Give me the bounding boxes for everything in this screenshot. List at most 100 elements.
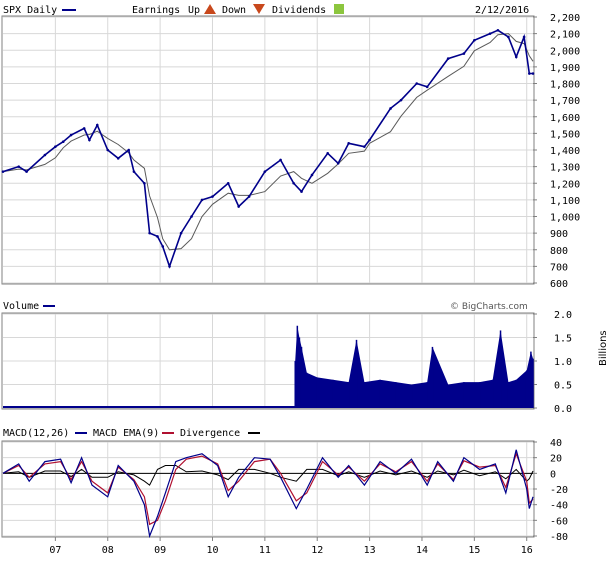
- price-point: [415, 82, 419, 85]
- price-point: [292, 181, 295, 185]
- price-point: [399, 98, 403, 102]
- price-tick-label: 2,200: [550, 13, 580, 24]
- price-point: [106, 148, 110, 152]
- volume-y-axis: 2.0 1.5 1.0 0.5 0.0: [533, 310, 572, 415]
- price-point: [211, 195, 214, 198]
- macd-grid: [3, 441, 533, 537]
- price-point: [200, 198, 204, 202]
- divergence-label: Divergence: [180, 428, 240, 439]
- price-tick-label: 1,900: [550, 63, 580, 74]
- price-tick-label: 1,800: [550, 80, 580, 91]
- chart-date: 2/12/2016: [475, 5, 529, 16]
- macd-tick-label: 40: [550, 438, 562, 449]
- price-point: [161, 245, 165, 248]
- volume-bars-area: [295, 325, 533, 408]
- price-point: [43, 153, 47, 157]
- price-point: [310, 173, 314, 177]
- price-point: [514, 55, 518, 59]
- volume-tick-label: 1.0: [554, 357, 572, 368]
- price-point: [179, 231, 183, 235]
- volume-title: Volume: [3, 301, 39, 312]
- price-tick-label: 1,300: [550, 163, 580, 174]
- price-tick-label: 800: [550, 246, 568, 257]
- price-tick-label: 2,000: [550, 46, 580, 57]
- earnings-down-icon: [253, 4, 265, 14]
- x-tick-label: 08: [102, 545, 114, 556]
- earnings-up-icon: [204, 4, 216, 14]
- macd-tick-label: 0: [550, 469, 556, 480]
- price-tick-label: 2,100: [550, 30, 580, 41]
- macd-tick-label: -20: [550, 485, 568, 496]
- price-point: [237, 205, 240, 208]
- x-tick-label: 11: [259, 545, 271, 556]
- volume-tick-label: 0.0: [554, 404, 572, 415]
- price-tick-label: 700: [550, 262, 568, 273]
- price-point: [363, 145, 366, 148]
- price-point: [279, 158, 282, 162]
- price-point: [347, 142, 350, 145]
- dividends-label: Dividends: [272, 5, 326, 16]
- price-point: [54, 145, 57, 148]
- price-point: [368, 138, 371, 142]
- x-axis: 07 08 09 10 11 12 13 14 15 16: [49, 537, 533, 556]
- x-tick-label: 09: [154, 545, 166, 556]
- x-tick-label: 14: [416, 545, 428, 556]
- price-tick-label: 1,200: [550, 179, 580, 190]
- price-point: [522, 35, 526, 39]
- price-tick-label: 1,400: [550, 146, 580, 157]
- price-point: [446, 57, 450, 60]
- price-point: [143, 181, 146, 185]
- price-tick-label: 1,000: [550, 213, 580, 224]
- volume-tick-label: 1.5: [554, 334, 572, 345]
- price-point: [190, 215, 193, 218]
- price-point: [263, 170, 267, 173]
- macd-line: [2, 449, 534, 539]
- up-label: Up: [188, 5, 200, 16]
- price-point: [116, 157, 120, 160]
- macd-label: MACD(12,26): [3, 428, 69, 439]
- price-point: [389, 107, 392, 110]
- price-tick-label: 1,700: [550, 96, 580, 107]
- price-point: [473, 38, 476, 42]
- earnings-label: Earnings: [132, 5, 180, 16]
- price-tick-label: 1,500: [550, 129, 580, 140]
- price-y-axis: 2,200 2,100 2,000 1,900 1,800 1,700 1,600 1,500…: [533, 13, 580, 290]
- down-label: Down: [222, 5, 246, 16]
- macd-tick-label: -60: [550, 516, 568, 527]
- x-tick-label: 16: [521, 545, 533, 556]
- macd-tick-label: -80: [550, 532, 568, 543]
- macd-tick-label: 20: [550, 454, 562, 465]
- price-point: [226, 181, 230, 185]
- price-point: [17, 165, 21, 168]
- price-point: [25, 170, 28, 173]
- x-tick-label: 07: [49, 545, 61, 556]
- price-point: [156, 235, 159, 238]
- ema-label: MACD EMA(9): [93, 428, 159, 439]
- price-tick-label: 900: [550, 229, 568, 240]
- x-tick-label: 10: [206, 545, 218, 556]
- price-point: [132, 170, 136, 173]
- price-point: [528, 72, 531, 75]
- price-point: [95, 123, 99, 127]
- x-tick-label: 12: [311, 545, 323, 556]
- price-point: [507, 35, 510, 39]
- price-tick-label: 1,100: [550, 196, 580, 207]
- ema-line: [2, 451, 534, 526]
- price-point: [326, 152, 330, 155]
- volume-tick-label: 2.0: [554, 310, 572, 321]
- symbol-label: SPX Daily: [3, 5, 57, 16]
- volume-tick-label: 0.5: [554, 381, 572, 392]
- price-point: [127, 148, 130, 152]
- price-point: [247, 195, 251, 198]
- price-point: [88, 138, 91, 142]
- price-point: [69, 133, 73, 137]
- price-point: [488, 32, 492, 35]
- macd-y-axis: 40 20 0 -20 -40 -60 -80: [533, 438, 568, 543]
- price-point: [336, 162, 340, 165]
- volume-axis-unit: Billions: [598, 330, 609, 366]
- price-series-line: [2, 29, 533, 269]
- bigcharts-credit: © BigCharts.com: [450, 302, 528, 312]
- price-point: [496, 29, 500, 32]
